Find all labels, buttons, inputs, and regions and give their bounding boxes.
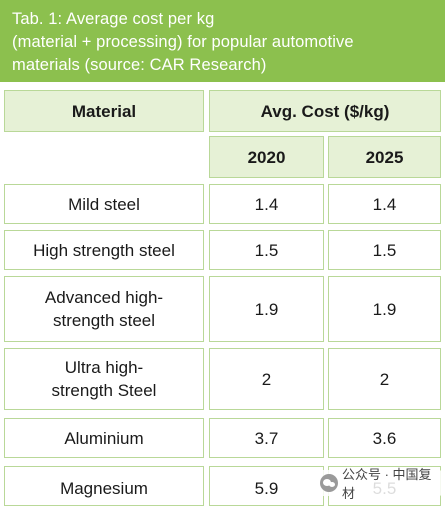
header-avg-cost: Avg. Cost ($/kg) xyxy=(209,90,441,132)
row-value-2020: 1.4 xyxy=(209,184,324,224)
row-value-2020: 1.5 xyxy=(209,230,324,270)
watermark: 公众号 · 中国复材 xyxy=(318,467,442,501)
row-value-2020: 2 xyxy=(209,348,324,410)
caption-line-1: Tab. 1: Average cost per kg xyxy=(12,10,215,28)
row-material: Ultra high-strength Steel xyxy=(4,348,204,410)
row-value-2025: 1.4 xyxy=(328,184,441,224)
row-value-2025: 1.9 xyxy=(328,276,441,342)
row-material: Aluminium xyxy=(4,418,204,458)
row-material: Advanced high-strength steel xyxy=(4,276,204,342)
header-year-2025: 2025 xyxy=(328,136,441,178)
row-value-2020: 1.9 xyxy=(209,276,324,342)
watermark-text: 公众号 · 中国复材 xyxy=(342,467,432,501)
header-material: Material xyxy=(4,90,204,132)
table-caption: Tab. 1: Average cost per kg (material + … xyxy=(0,0,445,82)
wechat-icon xyxy=(320,474,338,492)
row-value-2020: 3.7 xyxy=(209,418,324,458)
header-blank xyxy=(4,136,204,178)
row-value-2025: 3.6 xyxy=(328,418,441,458)
row-value-2020-text: 5.9 xyxy=(254,479,279,498)
caption-line-2: (material + processing) for popular auto… xyxy=(12,33,354,51)
row-material: Magnesium xyxy=(4,466,204,506)
row-material: Mild steel xyxy=(4,184,204,224)
row-value-2020: 5.9 xyxy=(209,466,324,506)
row-value-2025: 2 xyxy=(328,348,441,410)
caption-line-3: materials (source: CAR Research) xyxy=(12,56,267,74)
row-value-2025: 1.5 xyxy=(328,230,441,270)
row-material-text: Magnesium xyxy=(60,479,148,498)
header-year-2020: 2020 xyxy=(209,136,324,178)
row-material: High strength steel xyxy=(4,230,204,270)
